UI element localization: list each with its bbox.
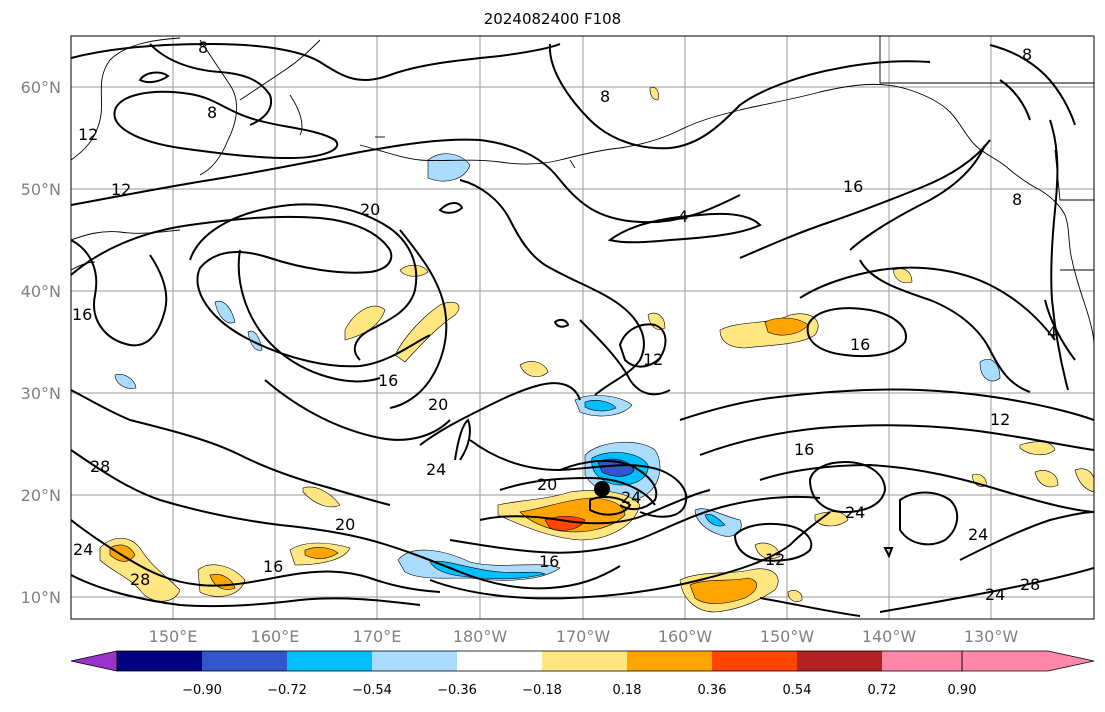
contour-label: 12 [643, 350, 663, 369]
contour-label: 28 [1020, 575, 1040, 594]
contour-label: 16 [263, 557, 283, 576]
colorbar-tick: 0.18 [613, 683, 642, 698]
lon-label: 150°W [760, 627, 815, 646]
lon-label: 170°W [556, 627, 611, 646]
colorbar-tick: 0.54 [783, 683, 812, 698]
colorbar-tick: −0.54 [352, 683, 392, 698]
colorbar: −0.90 −0.72 −0.54 −0.36 −0.18 0.18 0.36 … [70, 650, 1095, 698]
colorbar-swatch [117, 651, 202, 671]
longitude-labels: 150°E 160°E 170°E 180°W 170°W 160°W 150°… [149, 627, 1019, 646]
lat-label: 20°N [21, 486, 61, 505]
lon-label: 180°W [453, 627, 508, 646]
low-center-marker [594, 481, 610, 497]
contour-label: 20 [360, 200, 380, 219]
colorbar-swatch [542, 651, 627, 671]
colorbar-swatch [712, 651, 797, 671]
contour-label: 24 [968, 525, 988, 544]
colorbar-tick: −0.36 [437, 683, 477, 698]
contour-label: 16 [843, 177, 863, 196]
lat-label: 40°N [21, 282, 61, 301]
colorbar-frame [116, 650, 963, 672]
contour-label: 8 [198, 38, 208, 57]
contour-label: 8 [600, 87, 610, 106]
colorbar-swatch [457, 651, 542, 671]
map-frame [70, 35, 1095, 620]
contour-label: 8 [207, 103, 217, 122]
colorbar-swatch [797, 651, 882, 671]
colorbar-tick: 0.36 [698, 683, 727, 698]
contour-label: 20 [537, 475, 557, 494]
contour-label: 24 [426, 460, 446, 479]
contour-label: 16 [539, 552, 559, 571]
height-contours [71, 42, 1094, 617]
colorbar-swatch [287, 651, 372, 671]
colorbar-swatch [627, 651, 712, 671]
contour-label: 24 [845, 503, 865, 522]
contour-label: 20 [335, 515, 355, 534]
contour-label: 24 [621, 488, 641, 507]
contour-label: 8 [1012, 190, 1022, 209]
colorbar-swatch [882, 651, 962, 671]
colorbar-extend-low [70, 650, 118, 672]
contour-label: 12 [111, 180, 131, 199]
colorbar-tick: 0.90 [948, 683, 977, 698]
contour-label: 20 [428, 395, 448, 414]
colorbar-tick: 0.72 [868, 683, 897, 698]
contour-label: 28 [130, 570, 150, 589]
coastlines [71, 36, 1094, 346]
contour-label: 16 [378, 371, 398, 390]
contour-label: 16 [794, 440, 814, 459]
lon-label: 170°E [353, 627, 402, 646]
contour-label: 12 [765, 550, 785, 569]
lon-label: 150°E [149, 627, 198, 646]
contour-label: 24 [985, 585, 1005, 604]
colorbar-tick: −0.18 [522, 683, 562, 698]
lat-label: 10°N [21, 588, 61, 607]
lon-label: 160°E [251, 627, 300, 646]
colorbar-tick: −0.72 [267, 683, 307, 698]
contour-label: 8 [1022, 45, 1032, 64]
contour-label: 16 [72, 305, 92, 324]
contour-label: 12 [990, 410, 1010, 429]
lat-label: 30°N [21, 384, 61, 403]
colorbar-swatch [372, 651, 457, 671]
lon-label: 140°W [862, 627, 917, 646]
latitude-labels: 60°N 50°N 40°N 30°N 20°N 10°N [21, 78, 61, 607]
lat-label: 50°N [21, 180, 61, 199]
colorbar-extend-high-arrow [961, 650, 1095, 672]
map-title: 2024082400 F108 [483, 10, 622, 28]
lon-label: 160°W [658, 627, 713, 646]
colorbar-swatch [202, 651, 287, 671]
contour-label: 28 [90, 457, 110, 476]
contour-labels: 8 8 8 12 12 20 16 4 16 16 8 8 4 16 20 12… [72, 38, 1057, 604]
contour-label: 4 [1047, 323, 1057, 342]
contour-label: 4 [678, 207, 688, 226]
colorbar-tick: −0.90 [182, 683, 222, 698]
contour-label: 12 [78, 125, 98, 144]
contour-label: 16 [850, 335, 870, 354]
lat-label: 60°N [21, 78, 61, 97]
lon-label: 130°W [964, 627, 1019, 646]
contour-label: 24 [73, 540, 93, 559]
